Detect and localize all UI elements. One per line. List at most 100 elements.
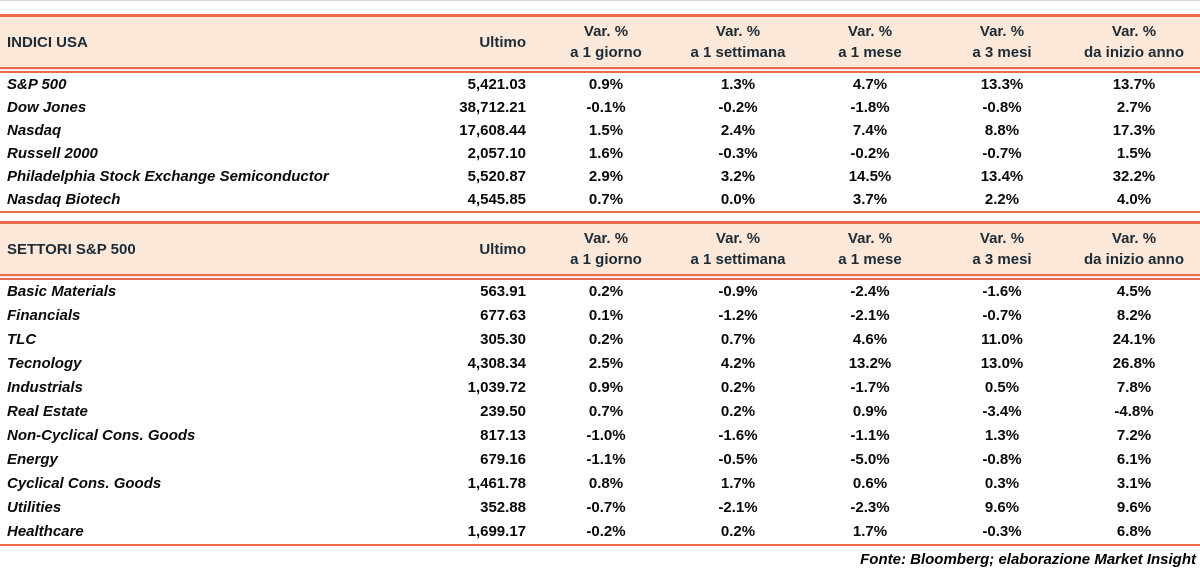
row-label: S&P 500 <box>7 76 67 93</box>
var-label: Var. % <box>847 23 893 40</box>
row-label: Nasdaq <box>7 122 62 139</box>
var-percent-value: 2.9% <box>588 168 624 185</box>
var-percent-value: 0.2% <box>720 379 756 396</box>
var-percent-value: 2.4% <box>720 122 756 139</box>
ultimo-value: 1,699.17 <box>467 523 526 540</box>
var-percent-value: 24.1% <box>1112 331 1156 348</box>
var-label: Var. % <box>1111 23 1157 40</box>
row-label: Basic Materials <box>7 283 117 300</box>
var-percent-value: 4.7% <box>852 76 888 93</box>
period-label: a 1 giorno <box>570 44 642 61</box>
var-percent-value: -4.8% <box>1114 403 1154 420</box>
var-percent-value: -1.0% <box>586 427 626 444</box>
var-percent-value: 0.0% <box>720 191 756 208</box>
ultimo-value: 352.88 <box>480 499 526 516</box>
table-row: Cyclical Cons. Goods 1,461.78 0.8% 1.7% 0.6%… <box>0 472 1200 496</box>
period-label: da inizio anno <box>1084 44 1184 61</box>
var-percent-value: 17.3% <box>1112 122 1156 139</box>
period-label: da inizio anno <box>1084 251 1184 268</box>
ultimo-value: 17,608.44 <box>459 122 526 139</box>
var-percent-value: 1.5% <box>588 122 624 139</box>
indici-usa-table: INDICI USA Ultimo Var. % a 1 giorno Var.… <box>0 14 1200 213</box>
table-row: Dow Jones 38,712.21 -0.1% -0.2% -1.8% -0.8% 2.… <box>0 96 1200 119</box>
var-percent-value: -1.7% <box>850 379 890 396</box>
row-label: Utilities <box>7 499 62 516</box>
var-percent-value: -0.2% <box>586 523 626 540</box>
var-percent-value: 13.7% <box>1112 76 1156 93</box>
var-percent-value: 0.8% <box>588 475 624 492</box>
row-label: Nasdaq Biotech <box>7 191 121 208</box>
row-label: TLC <box>7 331 37 348</box>
var-percent-value: -0.2% <box>718 99 758 116</box>
var-percent-value: 3.1% <box>1116 475 1152 492</box>
var-percent-value: 0.2% <box>588 331 624 348</box>
ultimo-value: 1,461.78 <box>467 475 526 492</box>
var-percent-value: 1.5% <box>1116 145 1152 162</box>
var-percent-value: -0.7% <box>982 307 1022 324</box>
var-label: Var. % <box>1111 230 1157 247</box>
var-percent-value: 13.0% <box>980 355 1024 372</box>
var-percent-value: -0.7% <box>586 499 626 516</box>
var-percent-value: 0.7% <box>588 403 624 420</box>
row-label: Real Estate <box>7 403 88 420</box>
var-percent-value: 13.3% <box>980 76 1024 93</box>
table-row: Russell 2000 2,057.10 1.6% -0.3% -0.2% -0.7% 1… <box>0 142 1200 165</box>
table-row: Tecnology 4,308.34 2.5% 4.2% 13.2% 13.0% 26.8% <box>0 352 1200 376</box>
var-percent-value: 26.8% <box>1112 355 1156 372</box>
var-percent-value: 0.7% <box>720 331 756 348</box>
period-label: a 3 mesi <box>972 251 1032 268</box>
ultimo-value: 4,545.85 <box>467 191 526 208</box>
table-row: S&P 500 5,421.03 0.9% 1.3% 4.7% 13.3% 13.7% <box>0 70 1200 96</box>
var-percent-value: 0.9% <box>852 403 888 420</box>
var-label: Var. % <box>715 23 761 40</box>
var-percent-value: -0.5% <box>718 451 758 468</box>
ultimo-value: 38,712.21 <box>459 99 526 116</box>
table-row: Philadelphia Stock Exchange Semiconducto… <box>0 165 1200 188</box>
ultimo-value: 5,421.03 <box>467 76 526 93</box>
var-percent-value: -2.4% <box>850 283 890 300</box>
ultimo-value: 4,308.34 <box>467 355 526 372</box>
column-header-var-1-settimana: Var. % a 1 settimana <box>672 221 804 280</box>
var-percent-value: 7.2% <box>1116 427 1152 444</box>
var-percent-value: 0.3% <box>984 475 1020 492</box>
var-percent-value: 4.0% <box>1116 191 1152 208</box>
var-percent-value: 0.6% <box>852 475 888 492</box>
var-percent-value: 8.8% <box>984 122 1020 139</box>
ultimo-value: 679.16 <box>480 451 526 468</box>
var-percent-value: -0.9% <box>718 283 758 300</box>
settori-sp500-table: SETTORI S&P 500 Ultimo Var. % a 1 giorno… <box>0 221 1200 546</box>
period-label: a 1 settimana <box>690 44 786 61</box>
var-percent-value: 1.7% <box>852 523 888 540</box>
var-label: Var. % <box>583 23 629 40</box>
table-row: Energy 679.16 -1.1% -0.5% -5.0% -0.8% 6.1% <box>0 448 1200 472</box>
var-percent-value: 0.2% <box>720 403 756 420</box>
row-label: Energy <box>7 451 58 468</box>
var-percent-value: 1.6% <box>588 145 624 162</box>
var-percent-value: 0.1% <box>588 307 624 324</box>
ultimo-value: 305.30 <box>480 331 526 348</box>
var-percent-value: -1.2% <box>718 307 758 324</box>
var-percent-value: -2.1% <box>850 307 890 324</box>
row-label: Tecnology <box>7 355 82 372</box>
var-percent-value: 0.2% <box>720 523 756 540</box>
column-header-var-3-mesi: Var. % a 3 mesi <box>936 14 1068 73</box>
ultimo-value: 2,057.10 <box>467 145 526 162</box>
table-title-settori-sp500: SETTORI S&P 500 <box>0 221 440 280</box>
table-row: Nasdaq Biotech 4,545.85 0.7% 0.0% 3.7% 2.2% 4.… <box>0 188 1200 212</box>
column-header-var-1-mese: Var. % a 1 mese <box>804 221 936 280</box>
ultimo-value: 239.50 <box>480 403 526 420</box>
table-row: Nasdaq 17,608.44 1.5% 2.4% 7.4% 8.8% 17.3% <box>0 119 1200 142</box>
row-label: Russell 2000 <box>7 145 98 162</box>
var-percent-value: 6.8% <box>1116 523 1152 540</box>
column-header-var-3-mesi: Var. % a 3 mesi <box>936 221 1068 280</box>
var-percent-value: 13.2% <box>848 355 892 372</box>
var-percent-value: -1.6% <box>718 427 758 444</box>
var-percent-value: -3.4% <box>982 403 1022 420</box>
table-row: Basic Materials 563.91 0.2% -0.9% -2.4% -1.6%… <box>0 277 1200 304</box>
period-label: a 1 giorno <box>570 251 642 268</box>
row-label: Philadelphia Stock Exchange Semiconducto… <box>7 168 329 185</box>
var-percent-value: -0.8% <box>982 451 1022 468</box>
ultimo-value: 5,520.87 <box>467 168 526 185</box>
column-header-ultimo: Ultimo <box>440 221 540 280</box>
